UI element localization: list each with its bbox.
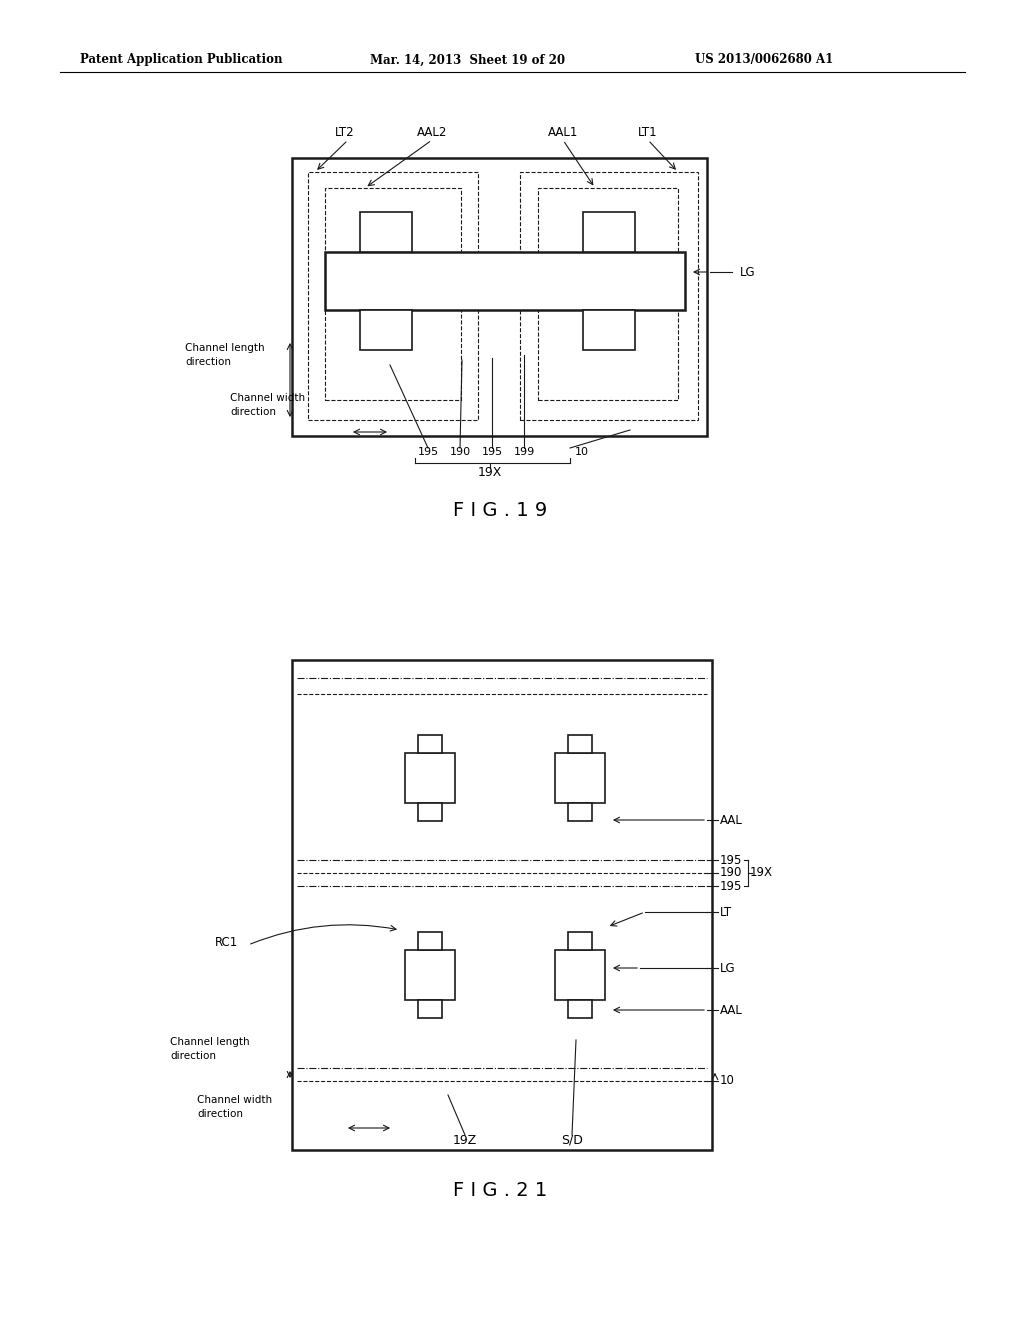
Bar: [360, 213, 412, 252]
Bar: [555, 950, 605, 1001]
Text: 10: 10: [575, 447, 589, 457]
Bar: [583, 310, 635, 350]
Text: F I G . 1 9: F I G . 1 9: [453, 500, 547, 520]
Bar: [555, 752, 605, 803]
Bar: [292, 660, 712, 1150]
Text: AAL1: AAL1: [548, 127, 579, 140]
Text: 19X: 19X: [750, 866, 773, 879]
Bar: [418, 803, 442, 821]
Text: Channel length: Channel length: [185, 343, 264, 352]
Text: LG: LG: [720, 961, 735, 974]
Bar: [360, 310, 412, 350]
Text: LT: LT: [720, 906, 732, 919]
Text: AAL2: AAL2: [417, 127, 447, 140]
Bar: [520, 172, 698, 420]
Text: 199: 199: [513, 447, 535, 457]
Bar: [418, 932, 442, 950]
Text: direction: direction: [185, 356, 231, 367]
Text: 195: 195: [720, 854, 742, 866]
Text: direction: direction: [170, 1051, 216, 1061]
Bar: [325, 252, 685, 310]
Text: direction: direction: [197, 1109, 243, 1119]
Text: 195: 195: [720, 879, 742, 892]
Bar: [568, 932, 592, 950]
Text: S/D: S/D: [561, 1134, 583, 1147]
Text: 190: 190: [720, 866, 742, 879]
Bar: [406, 950, 455, 1001]
Text: Mar. 14, 2013  Sheet 19 of 20: Mar. 14, 2013 Sheet 19 of 20: [370, 54, 565, 66]
Text: LT1: LT1: [638, 127, 657, 140]
Bar: [325, 187, 461, 400]
Text: Channel width: Channel width: [197, 1096, 272, 1105]
Bar: [292, 158, 707, 436]
Bar: [418, 1001, 442, 1018]
Bar: [406, 752, 455, 803]
Text: LT2: LT2: [335, 127, 354, 140]
Text: Patent Application Publication: Patent Application Publication: [80, 54, 283, 66]
Bar: [583, 213, 635, 252]
Text: RC1: RC1: [215, 936, 239, 949]
Text: 19Z: 19Z: [453, 1134, 477, 1147]
Text: Channel width: Channel width: [230, 393, 305, 403]
Text: F I G . 2 1: F I G . 2 1: [453, 1180, 547, 1200]
Text: 10: 10: [720, 1074, 735, 1088]
Text: US 2013/0062680 A1: US 2013/0062680 A1: [695, 54, 834, 66]
Text: direction: direction: [230, 407, 276, 417]
Bar: [568, 735, 592, 752]
Bar: [568, 1001, 592, 1018]
Text: 190: 190: [450, 447, 471, 457]
Text: AAL: AAL: [720, 813, 742, 826]
Text: 195: 195: [481, 447, 503, 457]
Text: 195: 195: [418, 447, 438, 457]
Bar: [568, 803, 592, 821]
Text: 19X: 19X: [478, 466, 502, 479]
Bar: [538, 187, 678, 400]
Text: AAL: AAL: [720, 1003, 742, 1016]
Text: Channel length: Channel length: [170, 1038, 250, 1047]
Bar: [308, 172, 478, 420]
Text: LG: LG: [740, 265, 756, 279]
Bar: [418, 735, 442, 752]
